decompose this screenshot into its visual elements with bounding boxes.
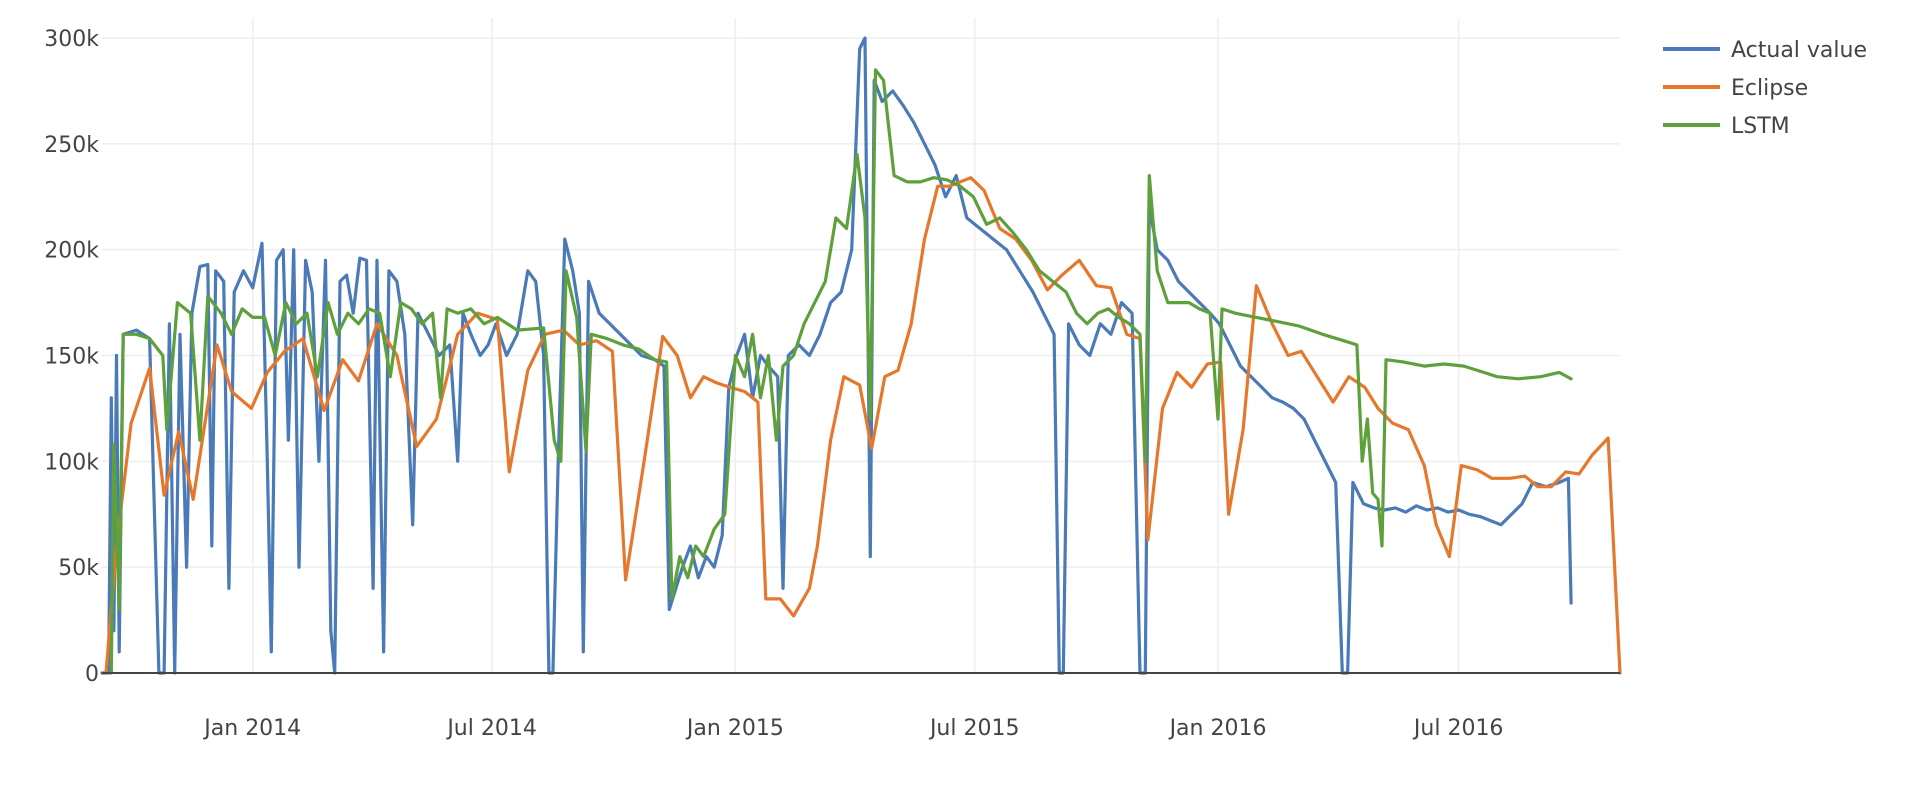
y-tick-label: 100k <box>44 450 99 475</box>
series-line-eclipse <box>104 176 1622 675</box>
legend-item-actual-value[interactable]: Actual value <box>1663 38 1867 63</box>
y-tick-label: 200k <box>44 239 99 264</box>
x-tick-label: Jan 2014 <box>202 716 301 741</box>
grid-lines <box>102 18 1620 673</box>
legend-label: Eclipse <box>1731 76 1808 101</box>
x-tick-label: Jan 2016 <box>1168 716 1267 741</box>
y-tick-label: 300k <box>44 27 99 52</box>
y-tick-label: 150k <box>44 345 99 370</box>
axes: 0 50k 100k 150k 200k 250k 300k Jan 2014 Jul 2014… <box>44 27 1620 741</box>
x-tick-label: Jul 2016 <box>1412 716 1504 741</box>
series-lines <box>100 36 1622 675</box>
legend-item-lstm[interactable]: LSTM <box>1663 114 1790 139</box>
legend-label: Actual value <box>1731 38 1867 63</box>
x-tick-label: Jul 2014 <box>445 716 537 741</box>
series-line-actual-value <box>100 36 1573 675</box>
series-line-lstm <box>109 68 1573 675</box>
x-tick-label: Jul 2015 <box>928 716 1020 741</box>
legend-item-eclipse[interactable]: Eclipse <box>1663 76 1808 101</box>
y-tick-label: 50k <box>58 556 99 581</box>
x-tick-label: Jan 2015 <box>685 716 784 741</box>
y-tick-label: 0 <box>85 662 99 687</box>
legend[interactable]: Actual value Eclipse LSTM <box>1663 38 1867 139</box>
legend-label: LSTM <box>1731 114 1790 139</box>
y-tick-label: 250k <box>44 133 99 158</box>
